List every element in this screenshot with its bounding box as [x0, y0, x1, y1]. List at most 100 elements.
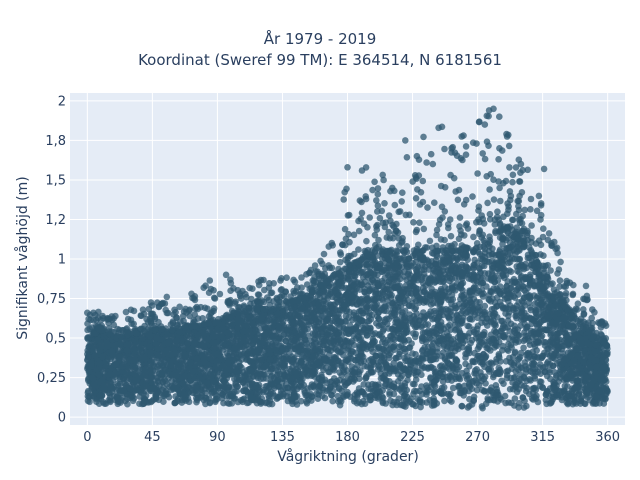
data-point — [514, 256, 521, 263]
data-point — [499, 240, 506, 248]
data-point — [281, 364, 288, 372]
data-point — [190, 342, 197, 349]
data-point — [298, 383, 305, 391]
data-point — [225, 393, 233, 401]
data-point — [604, 349, 611, 356]
data-point — [319, 392, 326, 400]
data-point — [473, 298, 480, 306]
data-point — [441, 397, 448, 405]
data-point — [448, 282, 456, 289]
data-point — [363, 345, 371, 353]
data-point — [221, 383, 229, 391]
data-point — [449, 384, 457, 392]
data-point — [305, 321, 312, 329]
data-point — [279, 375, 287, 382]
data-point — [557, 366, 565, 374]
data-point — [345, 355, 352, 363]
data-point — [511, 336, 519, 344]
data-point — [165, 393, 173, 401]
data-point — [504, 367, 512, 375]
data-point — [418, 335, 426, 342]
data-point — [462, 360, 469, 368]
data-point — [350, 309, 358, 316]
data-point — [439, 373, 447, 381]
data-point — [567, 323, 575, 331]
data-point — [513, 312, 520, 319]
data-point — [498, 317, 506, 325]
data-point — [375, 315, 383, 323]
data-point — [278, 355, 286, 363]
data-point — [453, 311, 461, 319]
data-point — [469, 358, 477, 366]
data-point — [351, 395, 358, 403]
data-point — [429, 315, 436, 323]
data-point — [431, 369, 439, 376]
data-point — [427, 374, 434, 381]
data-point — [386, 370, 393, 377]
data-point — [563, 376, 571, 384]
data-point — [477, 269, 485, 276]
data-point — [401, 354, 408, 362]
data-point — [411, 333, 419, 341]
data-point — [564, 342, 571, 349]
data-point — [452, 305, 459, 312]
data-point — [397, 374, 404, 382]
data-point — [526, 292, 534, 299]
data-point — [479, 262, 486, 269]
data-point — [447, 326, 455, 334]
data-point — [496, 267, 503, 275]
data-point — [456, 329, 464, 337]
data-point — [470, 393, 478, 401]
data-point — [515, 299, 522, 306]
data-point — [481, 302, 489, 310]
data-point — [396, 275, 404, 283]
chart-title-line-1: År 1979 - 2019 — [263, 30, 377, 48]
data-point — [486, 368, 493, 375]
data-point — [551, 355, 558, 362]
data-point — [391, 365, 398, 373]
data-point — [423, 382, 430, 389]
data-point — [379, 394, 387, 402]
data-point — [512, 278, 519, 286]
data-point — [378, 354, 385, 361]
data-point — [124, 400, 131, 408]
data-point — [491, 299, 499, 306]
data-point — [321, 337, 329, 345]
data-point — [496, 288, 503, 295]
data-point — [478, 339, 486, 346]
data-point — [168, 382, 176, 390]
data-point — [468, 401, 476, 408]
data-point — [465, 323, 473, 330]
data-point — [518, 381, 525, 389]
data-point — [400, 315, 408, 323]
data-point — [431, 307, 438, 315]
data-point — [463, 350, 471, 358]
data-point — [221, 378, 229, 385]
data-point — [412, 376, 420, 383]
data-point — [387, 397, 394, 405]
data-point — [382, 380, 389, 388]
data-points — [84, 105, 611, 412]
data-point — [360, 381, 368, 388]
data-point — [517, 349, 525, 357]
data-point — [515, 356, 522, 363]
data-point — [479, 293, 487, 300]
data-point — [123, 369, 131, 376]
data-point — [424, 321, 432, 328]
data-point — [398, 388, 406, 396]
data-point — [473, 386, 481, 394]
data-point — [428, 342, 436, 350]
data-point — [341, 301, 349, 309]
data-point — [418, 276, 425, 284]
data-point — [485, 360, 493, 368]
data-point — [505, 259, 512, 267]
data-point — [522, 332, 529, 340]
data-point — [512, 287, 520, 294]
data-point — [359, 268, 367, 276]
data-point — [563, 399, 571, 406]
data-point — [484, 396, 492, 404]
data-point — [500, 380, 507, 388]
data-point — [574, 377, 581, 384]
data-point — [501, 392, 509, 400]
data-point — [488, 262, 496, 269]
